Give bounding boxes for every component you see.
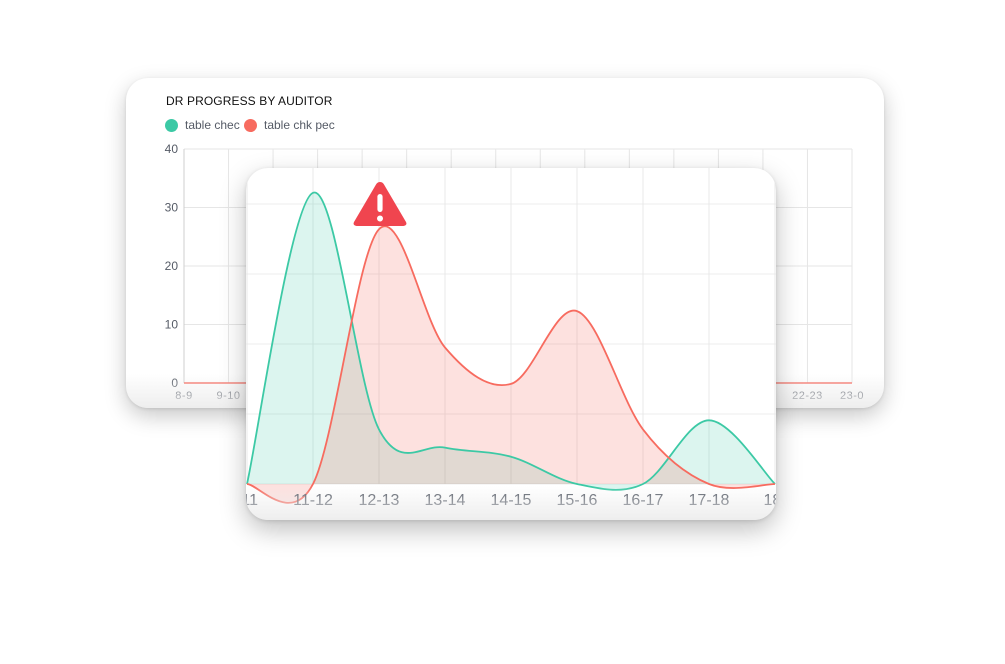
series-line-1 xyxy=(246,225,776,504)
x-tick-label: 17-18 xyxy=(689,492,730,509)
legend-item-table-chk-pec[interactable]: table chk pec xyxy=(244,118,335,132)
x-tick-label: -11 xyxy=(246,492,258,509)
legend-label: table chk pec xyxy=(264,118,335,132)
legend-swatch xyxy=(244,118,257,132)
series-line-0 xyxy=(246,191,776,491)
warning-icon xyxy=(353,182,407,226)
front-chart-plot: -11 11-12 12-13 13-14 14-15 15-16 16-17 17-18 18… xyxy=(246,168,776,509)
y-tick-label: 0 xyxy=(171,376,178,390)
x-tick-label: 12-13 xyxy=(359,492,400,509)
x-tick-label: 22-23 xyxy=(792,390,823,402)
x-tick-label: 18- xyxy=(763,492,776,509)
x-tick-label: 13-14 xyxy=(425,492,466,509)
series-area-0 xyxy=(247,192,775,490)
chart-title: DR PROGRESS BY AUDITOR xyxy=(166,94,333,108)
front-chart-card: -11 11-12 12-13 13-14 14-15 15-16 16-17 17-18 18… xyxy=(246,168,776,520)
x-tick-label: 15-16 xyxy=(557,492,598,509)
x-tick-label: 9-10 xyxy=(217,390,241,402)
x-tick-label: 11-12 xyxy=(293,492,333,509)
x-tick-label: 16-17 xyxy=(623,492,664,509)
y-tick-label: 40 xyxy=(165,142,179,156)
y-tick-label: 30 xyxy=(165,201,179,215)
y-tick-label: 10 xyxy=(165,318,179,332)
y-tick-label: 20 xyxy=(165,259,179,273)
legend-item-table-chec[interactable]: table chec xyxy=(165,118,240,132)
legend-label: table chec xyxy=(185,118,240,132)
legend-swatch xyxy=(165,118,178,132)
x-tick-label: 23-0 xyxy=(840,390,864,402)
x-tick-label: 8-9 xyxy=(175,390,192,402)
x-tick-label: 14-15 xyxy=(491,492,532,509)
series-area-1 xyxy=(247,226,775,503)
